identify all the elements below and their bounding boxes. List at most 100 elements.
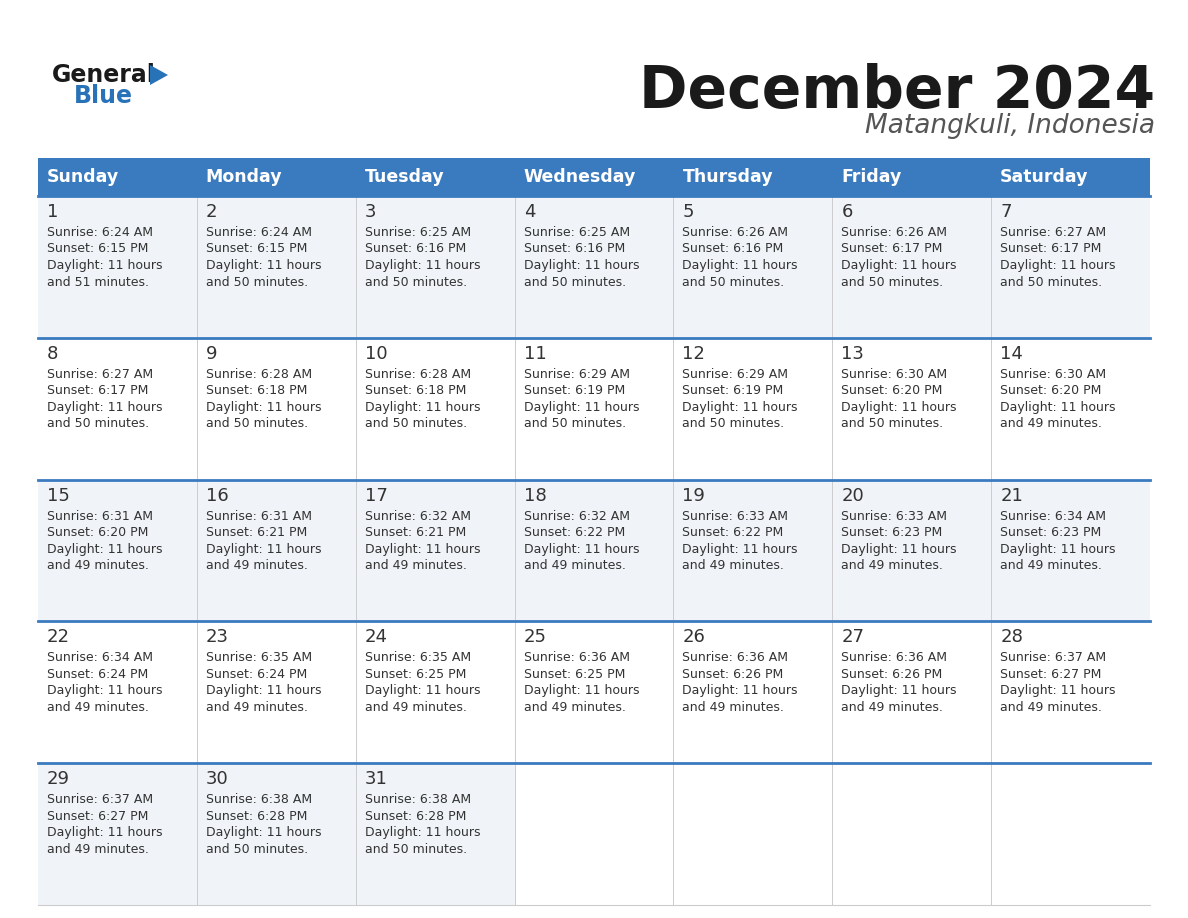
Text: Sunset: 6:23 PM: Sunset: 6:23 PM <box>841 526 942 539</box>
Text: and 50 minutes.: and 50 minutes. <box>365 418 467 431</box>
Bar <box>991 158 1150 196</box>
Text: 26: 26 <box>682 629 706 646</box>
Text: Sunrise: 6:31 AM: Sunrise: 6:31 AM <box>206 509 312 522</box>
Text: Sunset: 6:22 PM: Sunset: 6:22 PM <box>524 526 625 539</box>
Text: Sunrise: 6:27 AM: Sunrise: 6:27 AM <box>1000 226 1106 239</box>
Text: Sunset: 6:21 PM: Sunset: 6:21 PM <box>206 526 308 539</box>
Text: Daylight: 11 hours: Daylight: 11 hours <box>682 401 798 414</box>
Text: General: General <box>52 63 156 87</box>
Text: Daylight: 11 hours: Daylight: 11 hours <box>1000 543 1116 555</box>
Text: Daylight: 11 hours: Daylight: 11 hours <box>524 543 639 555</box>
Text: Sunset: 6:24 PM: Sunset: 6:24 PM <box>48 668 148 681</box>
Text: Sunset: 6:23 PM: Sunset: 6:23 PM <box>1000 526 1101 539</box>
Text: Monday: Monday <box>206 168 283 186</box>
Text: Daylight: 11 hours: Daylight: 11 hours <box>841 543 956 555</box>
Text: Daylight: 11 hours: Daylight: 11 hours <box>524 259 639 272</box>
Text: and 49 minutes.: and 49 minutes. <box>841 559 943 572</box>
Text: 9: 9 <box>206 345 217 363</box>
Text: 28: 28 <box>1000 629 1023 646</box>
Text: Daylight: 11 hours: Daylight: 11 hours <box>206 685 322 698</box>
Text: Sunrise: 6:38 AM: Sunrise: 6:38 AM <box>206 793 312 806</box>
Text: and 49 minutes.: and 49 minutes. <box>206 701 308 714</box>
Text: and 49 minutes.: and 49 minutes. <box>365 559 467 572</box>
Text: Daylight: 11 hours: Daylight: 11 hours <box>365 259 480 272</box>
Bar <box>355 158 514 196</box>
Text: 11: 11 <box>524 345 546 363</box>
Text: and 51 minutes.: and 51 minutes. <box>48 275 148 288</box>
Text: Sunset: 6:24 PM: Sunset: 6:24 PM <box>206 668 308 681</box>
Text: 19: 19 <box>682 487 706 505</box>
Text: Daylight: 11 hours: Daylight: 11 hours <box>841 685 956 698</box>
Text: Daylight: 11 hours: Daylight: 11 hours <box>1000 259 1116 272</box>
Text: Matangkuli, Indonesia: Matangkuli, Indonesia <box>865 113 1155 139</box>
Text: Sunset: 6:17 PM: Sunset: 6:17 PM <box>1000 242 1101 255</box>
Text: 27: 27 <box>841 629 865 646</box>
Bar <box>38 196 1150 338</box>
Text: 14: 14 <box>1000 345 1023 363</box>
Text: Sunrise: 6:35 AM: Sunrise: 6:35 AM <box>206 652 312 665</box>
Text: 13: 13 <box>841 345 864 363</box>
Text: 20: 20 <box>841 487 864 505</box>
Text: 6: 6 <box>841 203 853 221</box>
Text: and 50 minutes.: and 50 minutes. <box>524 275 626 288</box>
Text: Daylight: 11 hours: Daylight: 11 hours <box>524 401 639 414</box>
Text: December 2024: December 2024 <box>639 63 1155 120</box>
Text: and 49 minutes.: and 49 minutes. <box>524 701 625 714</box>
Bar <box>674 158 833 196</box>
Text: Sunrise: 6:29 AM: Sunrise: 6:29 AM <box>682 368 789 381</box>
Bar <box>38 479 1150 621</box>
Text: and 50 minutes.: and 50 minutes. <box>206 418 308 431</box>
Text: Sunset: 6:28 PM: Sunset: 6:28 PM <box>365 810 466 823</box>
Text: Sunset: 6:20 PM: Sunset: 6:20 PM <box>841 385 942 397</box>
Text: Sunrise: 6:35 AM: Sunrise: 6:35 AM <box>365 652 470 665</box>
Text: Blue: Blue <box>74 84 133 108</box>
Text: and 49 minutes.: and 49 minutes. <box>682 701 784 714</box>
Text: and 50 minutes.: and 50 minutes. <box>524 418 626 431</box>
Text: and 50 minutes.: and 50 minutes. <box>1000 275 1102 288</box>
Text: 3: 3 <box>365 203 377 221</box>
Text: and 50 minutes.: and 50 minutes. <box>365 843 467 856</box>
Text: Daylight: 11 hours: Daylight: 11 hours <box>48 685 163 698</box>
Text: Sunrise: 6:36 AM: Sunrise: 6:36 AM <box>682 652 789 665</box>
Text: Sunday: Sunday <box>48 168 119 186</box>
Bar <box>991 763 1150 905</box>
Text: and 50 minutes.: and 50 minutes. <box>48 418 150 431</box>
Text: Sunrise: 6:24 AM: Sunrise: 6:24 AM <box>206 226 312 239</box>
Text: Wednesday: Wednesday <box>524 168 636 186</box>
Text: Daylight: 11 hours: Daylight: 11 hours <box>841 401 956 414</box>
Text: 10: 10 <box>365 345 387 363</box>
Bar <box>38 763 1150 905</box>
Text: Sunset: 6:26 PM: Sunset: 6:26 PM <box>841 668 942 681</box>
Text: Daylight: 11 hours: Daylight: 11 hours <box>682 685 798 698</box>
Text: Sunrise: 6:31 AM: Sunrise: 6:31 AM <box>48 509 153 522</box>
Text: Sunrise: 6:28 AM: Sunrise: 6:28 AM <box>206 368 312 381</box>
Polygon shape <box>150 65 168 85</box>
Text: Sunset: 6:22 PM: Sunset: 6:22 PM <box>682 526 784 539</box>
Text: Sunrise: 6:25 AM: Sunrise: 6:25 AM <box>524 226 630 239</box>
Text: 7: 7 <box>1000 203 1012 221</box>
Text: Daylight: 11 hours: Daylight: 11 hours <box>365 543 480 555</box>
Text: Sunset: 6:20 PM: Sunset: 6:20 PM <box>48 526 148 539</box>
Text: Daylight: 11 hours: Daylight: 11 hours <box>365 401 480 414</box>
Text: 2: 2 <box>206 203 217 221</box>
Bar <box>38 158 197 196</box>
Text: Sunrise: 6:33 AM: Sunrise: 6:33 AM <box>682 509 789 522</box>
Text: and 50 minutes.: and 50 minutes. <box>841 275 943 288</box>
Text: and 49 minutes.: and 49 minutes. <box>841 701 943 714</box>
Text: Sunrise: 6:27 AM: Sunrise: 6:27 AM <box>48 368 153 381</box>
Bar <box>833 763 991 905</box>
Text: and 50 minutes.: and 50 minutes. <box>206 843 308 856</box>
Text: Sunset: 6:18 PM: Sunset: 6:18 PM <box>365 385 466 397</box>
Text: 1: 1 <box>48 203 58 221</box>
Text: Sunrise: 6:37 AM: Sunrise: 6:37 AM <box>48 793 153 806</box>
Text: 15: 15 <box>48 487 70 505</box>
Text: Sunset: 6:26 PM: Sunset: 6:26 PM <box>682 668 784 681</box>
Text: and 50 minutes.: and 50 minutes. <box>682 418 784 431</box>
Text: Sunset: 6:16 PM: Sunset: 6:16 PM <box>524 242 625 255</box>
Text: and 49 minutes.: and 49 minutes. <box>1000 559 1102 572</box>
Text: Sunrise: 6:32 AM: Sunrise: 6:32 AM <box>365 509 470 522</box>
Text: 29: 29 <box>48 770 70 789</box>
Text: Sunrise: 6:37 AM: Sunrise: 6:37 AM <box>1000 652 1106 665</box>
Text: Daylight: 11 hours: Daylight: 11 hours <box>48 259 163 272</box>
Text: Daylight: 11 hours: Daylight: 11 hours <box>1000 401 1116 414</box>
